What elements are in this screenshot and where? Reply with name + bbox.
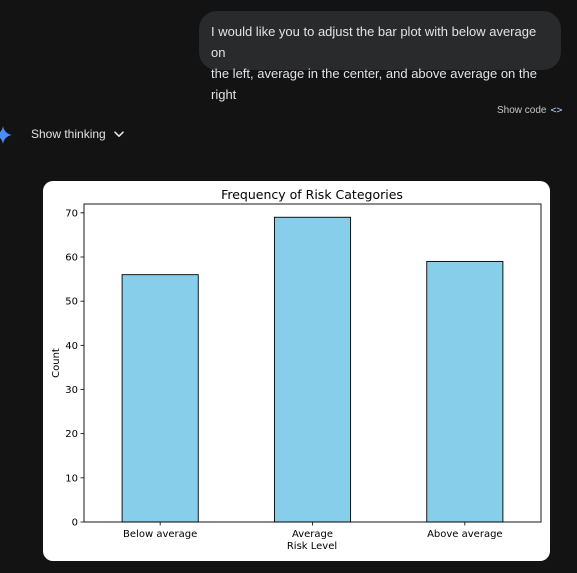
bars-layer	[121, 216, 504, 523]
y-tick-label-3: 30	[65, 385, 78, 396]
x-tick-label-0: Below average	[123, 529, 197, 540]
bar-2	[426, 260, 504, 523]
user-message-line-2: the left, average in the center, and abo…	[211, 66, 537, 102]
x-axis-label: Risk Level	[287, 541, 337, 552]
y-tick-label-7: 70	[65, 208, 78, 219]
code-brackets-icon: <>	[550, 105, 563, 116]
y-axis-label: Count	[51, 348, 62, 378]
y-tick-label-6: 60	[65, 253, 78, 264]
y-tick-label-5: 50	[65, 297, 78, 308]
y-axis: 0 10 20 30 40 50 60 70	[65, 208, 84, 529]
gemini-sparkle-icon	[0, 126, 12, 144]
chevron-down-icon	[113, 130, 124, 137]
show-thinking-toggle[interactable]: Show thinking	[31, 127, 124, 141]
y-tick-label-0: 0	[72, 518, 78, 529]
show-code-label: Show code	[497, 105, 547, 116]
bar-0	[121, 274, 199, 523]
user-message-line-1: I would like you to adjust the bar plot …	[211, 24, 537, 60]
x-axis: Below average Average Above average	[123, 522, 503, 540]
bar-chart: Frequency of Risk Categories 0 10 20 30 40 50…	[51, 187, 542, 552]
y-tick-label-2: 20	[65, 429, 78, 440]
chart-card: Frequency of Risk Categories 0 10 20 30 40 50…	[43, 181, 550, 561]
show-code-button[interactable]: Show code <>	[497, 105, 563, 116]
bar-1	[273, 216, 352, 523]
chart-title: Frequency of Risk Categories	[221, 187, 403, 202]
x-tick-label-1: Average	[292, 529, 333, 540]
y-tick-label-1: 10	[65, 473, 78, 484]
y-tick-label-4: 40	[65, 341, 78, 352]
x-tick-label-2: Above average	[427, 529, 503, 540]
user-message-bubble: I would like you to adjust the bar plot …	[199, 11, 561, 102]
show-thinking-label: Show thinking	[31, 127, 106, 141]
